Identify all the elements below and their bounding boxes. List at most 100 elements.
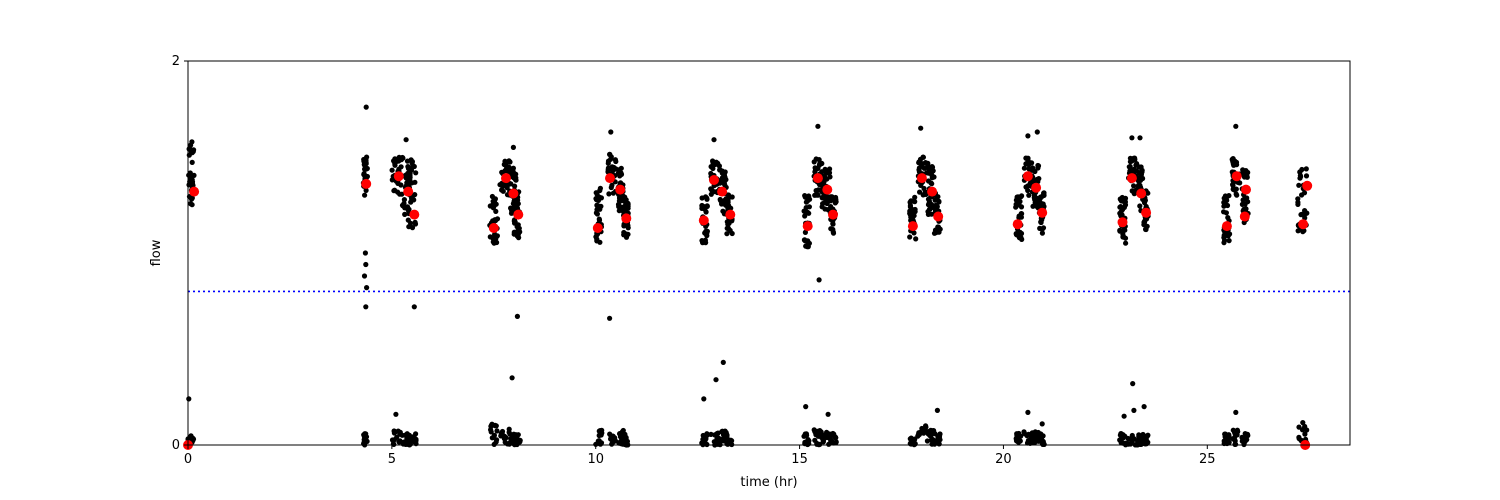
raw-point-outlier [1025,409,1031,415]
raw-point [1299,166,1305,173]
raw-point-outlier [1039,421,1045,427]
raw-point [391,188,397,194]
summary-point [605,173,615,184]
raw-point [391,430,397,436]
raw-point [907,234,913,240]
summary-point [933,211,944,222]
raw-point [594,211,601,217]
summary-point [916,173,927,184]
raw-point [492,217,498,223]
raw-point [1140,432,1146,438]
raw-point-outlier [701,396,707,402]
raw-point [917,189,923,195]
raw-point [805,437,811,443]
raw-point [913,236,919,242]
raw-point [1135,178,1141,184]
raw-point [726,437,733,444]
summary-point [812,173,823,184]
raw-point [1032,202,1038,208]
summary-point [1141,207,1152,218]
raw-point [712,432,718,438]
raw-point [362,433,368,439]
raw-point [1038,433,1044,439]
raw-point-outlier [934,407,941,413]
raw-point [1225,439,1231,445]
raw-point [925,430,931,436]
raw-point [827,166,833,172]
raw-point [399,191,405,197]
x-tick-label: 20 [995,452,1012,467]
raw-point [1129,432,1135,439]
raw-point [625,201,631,207]
raw-point [1224,197,1230,203]
raw-point [819,182,825,188]
raw-point [1295,201,1301,207]
raw-point [401,197,407,203]
raw-point [1131,183,1137,189]
raw-point [1300,420,1306,426]
raw-point [802,213,808,219]
raw-point [389,437,396,443]
raw-point [725,221,731,227]
y-axis-label: flow [149,239,164,266]
raw-point [925,202,932,208]
raw-point [1145,190,1151,196]
raw-point [827,174,833,180]
raw-point [625,205,631,211]
raw-point [918,182,924,188]
raw-point-outlier [825,411,831,417]
summary-point [927,186,938,197]
summary-point [409,209,420,220]
raw-point [719,199,725,205]
raw-point-outlier [1233,123,1239,129]
raw-point [597,206,603,212]
raw-point [620,209,627,215]
raw-point [406,432,412,438]
raw-point-outlier [509,375,515,381]
raw-point [814,191,820,197]
raw-point [400,203,406,209]
raw-point [1032,439,1038,446]
raw-point [1037,225,1043,231]
raw-point [398,164,404,170]
raw-point [700,432,706,439]
summary-point [1239,211,1250,222]
raw-point [494,428,500,434]
raw-point [907,210,913,216]
summary-point [513,209,524,220]
x-tick-label: 5 [388,452,396,467]
summary-point [1231,171,1242,182]
raw-point [1117,204,1123,210]
summary-point [615,184,626,195]
raw-point [1029,167,1035,173]
raw-point [1014,194,1020,200]
raw-point-outlier [608,129,614,135]
raw-point [917,156,924,162]
raw-point [1037,195,1043,201]
raw-point [1230,436,1236,442]
raw-point-outlier [1137,135,1143,141]
raw-point [823,195,829,202]
raw-point [1242,201,1248,207]
raw-point-outlier [514,313,521,319]
raw-point [936,229,942,235]
summary-point [1221,221,1232,232]
raw-point [1229,156,1235,163]
raw-point [1125,441,1132,447]
raw-point [1233,161,1239,167]
raw-point-outlier [363,304,369,310]
raw-point [830,230,837,236]
raw-point [1296,424,1302,430]
summary-point [1298,219,1309,230]
raw-point [612,157,619,163]
raw-point [606,191,612,197]
raw-point [920,192,926,198]
raw-point [499,169,505,175]
raw-point [815,187,822,193]
raw-point [816,162,823,168]
raw-point [911,230,917,236]
raw-point [188,142,194,148]
raw-point [413,170,419,176]
raw-point [933,202,939,208]
